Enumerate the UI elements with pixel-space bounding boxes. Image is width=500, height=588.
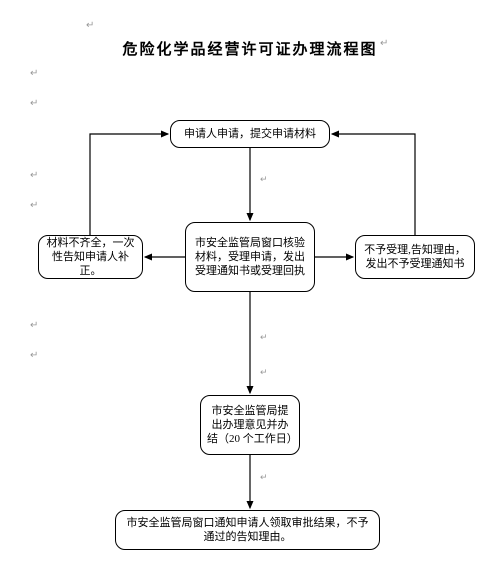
svg-text:↵: ↵: [260, 174, 268, 184]
node-apply: 申请人申请，提交申请材料: [170, 120, 330, 148]
para-mark: ↵: [380, 38, 388, 49]
node-opinion: 市安全监管局提出办理意见并办结（20 个工作日）: [200, 395, 300, 455]
para-mark: ↵: [30, 200, 38, 211]
svg-text:↵: ↵: [260, 332, 268, 342]
node-result: 市安全监管局窗口通知申请人领取审批结果，不予通过的告知理由。: [115, 510, 380, 550]
flow-edges: ↵ ↵ ↵ ↵: [0, 0, 500, 588]
svg-text:↵: ↵: [260, 472, 268, 482]
para-mark: ↵: [30, 350, 38, 361]
svg-text:↵: ↵: [260, 367, 268, 377]
node-incomplete: 材料不齐全，一次性告知申请人补正。: [38, 235, 143, 279]
para-mark: ↵: [30, 68, 38, 79]
para-mark: ↵: [30, 170, 38, 181]
para-mark: ↵: [30, 98, 38, 109]
para-mark: ↵: [86, 20, 94, 31]
diagram-title: 危险化学品经营许可证办理流程图: [0, 38, 500, 59]
para-mark: ↵: [30, 320, 38, 331]
node-reject: 不予受理,告知理由，发出不予受理通知书: [355, 235, 475, 279]
node-review: 市安全监管局窗口核验材料，受理申请，发出受理通知书或受理回执: [185, 222, 315, 292]
